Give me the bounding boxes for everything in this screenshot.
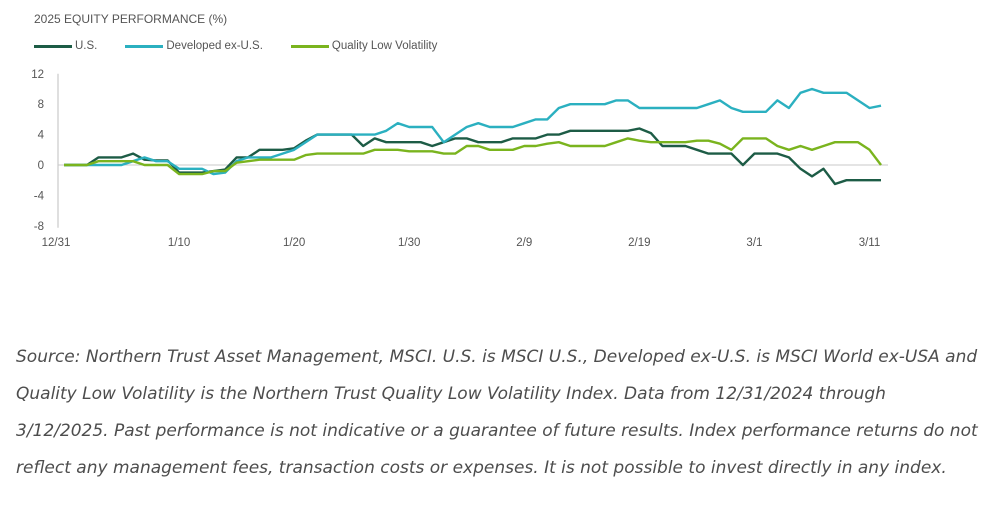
series-line (64, 127, 881, 186)
legend-swatch (125, 44, 164, 48)
legend-item: Quality Low Volatility (290, 40, 438, 52)
x-tick-label: 12/31 (42, 237, 71, 249)
x-tick-label: 1/20 (283, 237, 305, 249)
legend-label: Developed ex-U.S. (166, 40, 263, 52)
source-note: Source: Northern Trust Asset Management,… (16, 347, 978, 478)
x-tick-label: 3/1 (746, 237, 762, 249)
legend-label: U.S. (75, 40, 98, 52)
y-tick-label: 12 (31, 69, 44, 81)
legend-swatch (34, 44, 72, 48)
legend-item: Developed ex-U.S. (125, 40, 263, 52)
chart-title: 2025 EQUITY PERFORMANCE (%) (34, 12, 228, 26)
y-tick-label: 8 (38, 99, 44, 111)
y-tick-label: -4 (34, 190, 45, 202)
series-lines (64, 87, 882, 186)
series-line (64, 137, 882, 176)
legend-item: U.S. (34, 40, 97, 52)
legend-swatch (290, 44, 329, 48)
y-tick-label: -8 (34, 221, 44, 233)
x-tick-label: 2/19 (628, 237, 650, 249)
x-tick-label: 2/9 (516, 237, 532, 249)
line-chart: 12 8 4 0 -4 -8 12/31 1/10 1/20 1/30 2/9 2/19 3/1 3/1… (31, 69, 888, 249)
x-tick-label: 1/10 (168, 237, 190, 249)
legend-label: Quality Low Volatility (331, 40, 438, 52)
chart-legend: U.S. Developed ex-U.S. Quality Low Volatil… (34, 38, 465, 54)
x-tick-label: 1/30 (398, 237, 420, 249)
y-tick-label: 4 (38, 130, 45, 142)
y-axis: 12 8 4 0 -4 -8 (31, 69, 59, 233)
x-axis: 12/31 1/10 1/20 1/30 2/9 2/19 3/1 3/11 (42, 164, 888, 249)
x-tick-label: 3/11 (859, 237, 881, 249)
y-tick-label: 0 (38, 160, 44, 172)
series-line (64, 87, 882, 176)
